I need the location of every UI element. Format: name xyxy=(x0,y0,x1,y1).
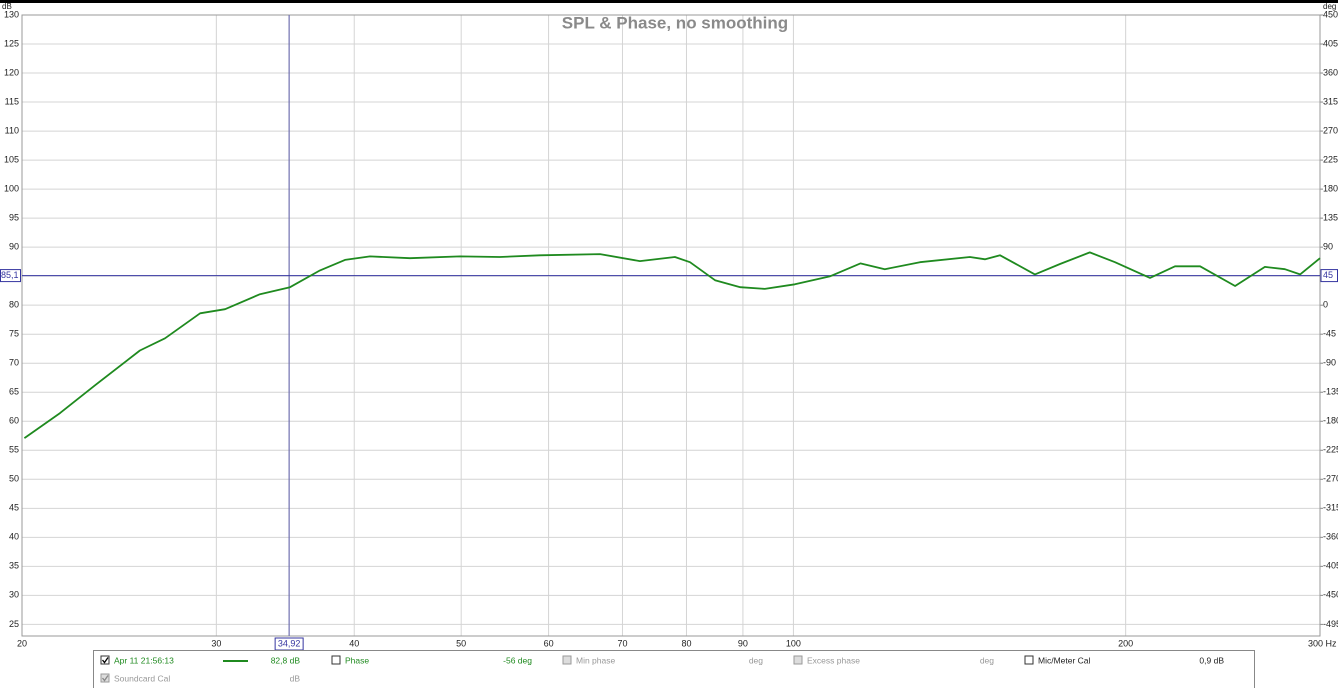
phase-label: Phase xyxy=(345,655,369,665)
y2-tick-label: 270 xyxy=(1323,125,1338,135)
y-tick-label: 95 xyxy=(9,213,19,223)
y2-tick-label: -180 xyxy=(1323,416,1338,426)
y-tick-label: 90 xyxy=(9,242,19,252)
y-tick-label: 60 xyxy=(9,416,19,426)
cursor-y2-label: 45 xyxy=(1323,270,1333,280)
y2-tick-label: -405 xyxy=(1323,561,1338,571)
y-tick-label: 120 xyxy=(4,67,19,77)
phase-value: -56 deg xyxy=(503,655,532,665)
x-tick-label: 30 xyxy=(211,638,221,648)
x-tick-label: 200 xyxy=(1118,638,1133,648)
x-tick-label: 40 xyxy=(349,638,359,648)
y2-tick-label: -315 xyxy=(1323,503,1338,513)
y-tick-label: 105 xyxy=(4,154,19,164)
x-tick-label: 80 xyxy=(681,638,691,648)
y-tick-label: 25 xyxy=(9,619,19,629)
checkbox[interactable] xyxy=(332,656,340,664)
y2-tick-label: -270 xyxy=(1323,474,1338,484)
y-tick-label: 65 xyxy=(9,387,19,397)
y2-tick-label: 405 xyxy=(1323,38,1338,48)
measurement-panel: Apr 11 21:56:13 82,8 dB Phase -56 deg Mi… xyxy=(94,651,1255,689)
excess-phase-label: Excess phase xyxy=(807,655,860,665)
y2-tick-label: 90 xyxy=(1323,242,1333,252)
y-tick-label: 75 xyxy=(9,329,19,339)
y-tick-label: 50 xyxy=(9,474,19,484)
cursor-y-label: 85,1 xyxy=(1,270,19,280)
y-axis-label: dB xyxy=(2,2,12,11)
y2-tick-label: -450 xyxy=(1323,590,1338,600)
plot-area: 2530354045505560657075808590951001051101… xyxy=(1,9,1338,650)
y-tick-label: 125 xyxy=(4,38,19,48)
soundcard-cal-label: Soundcard Cal xyxy=(114,673,170,683)
y-tick-label: 100 xyxy=(4,183,19,193)
cursor-x-label: 34,92 xyxy=(278,638,301,648)
x-tick-label: 100 xyxy=(786,638,801,648)
checkbox[interactable] xyxy=(563,656,571,664)
mic-cal-label: Mic/Meter Cal xyxy=(1038,655,1091,665)
y-tick-label: 30 xyxy=(9,590,19,600)
y-tick-label: 110 xyxy=(5,125,19,135)
y2-tick-label: -45 xyxy=(1323,329,1336,339)
y2-tick-label: -135 xyxy=(1323,387,1338,397)
y-tick-label: 45 xyxy=(9,503,19,513)
top-bar xyxy=(0,0,1338,3)
y2-tick-label: 180 xyxy=(1323,183,1338,193)
x-tick-label: 70 xyxy=(617,638,627,648)
x-tick-label: 50 xyxy=(456,638,466,648)
y2-tick-label: -90 xyxy=(1323,358,1336,368)
mic-cal-value: 0,9 dB xyxy=(1199,655,1224,665)
readout: 82,8 dB xyxy=(271,655,301,665)
y2-axis-label: deg xyxy=(1323,2,1336,11)
y-tick-label: 55 xyxy=(9,445,19,455)
soundcard-cal-value: dB xyxy=(290,673,301,683)
x-tick-label: 60 xyxy=(544,638,554,648)
y2-tick-label: 135 xyxy=(1323,213,1338,223)
y2-tick-label: 315 xyxy=(1323,96,1338,106)
chart-title: SPL & Phase, no smoothing xyxy=(562,13,788,32)
y-tick-label: 70 xyxy=(9,358,19,368)
checkbox[interactable] xyxy=(1025,656,1033,664)
y-tick-label: 115 xyxy=(5,96,19,106)
checkbox[interactable] xyxy=(794,656,802,664)
y2-tick-label: 0 xyxy=(1323,300,1328,310)
y-tick-label: 40 xyxy=(9,532,19,542)
excess-phase-value: deg xyxy=(980,655,994,665)
y2-tick-label: 360 xyxy=(1323,67,1338,77)
x-tick-label: 90 xyxy=(738,638,748,648)
y-tick-label: 80 xyxy=(9,300,19,310)
y-tick-label: 35 xyxy=(9,561,19,571)
min-phase-value: deg xyxy=(749,655,763,665)
x-tick-label: 20 xyxy=(17,638,27,648)
y2-tick-label: -225 xyxy=(1323,445,1338,455)
y2-tick-label: 225 xyxy=(1323,154,1338,164)
y2-tick-label: -495 xyxy=(1323,619,1338,629)
min-phase-label: Min phase xyxy=(576,655,615,665)
series-name: Apr 11 21:56:13 xyxy=(114,655,174,665)
y2-tick-label: -360 xyxy=(1323,532,1338,542)
x-tick-label: 300 Hz xyxy=(1308,638,1337,648)
